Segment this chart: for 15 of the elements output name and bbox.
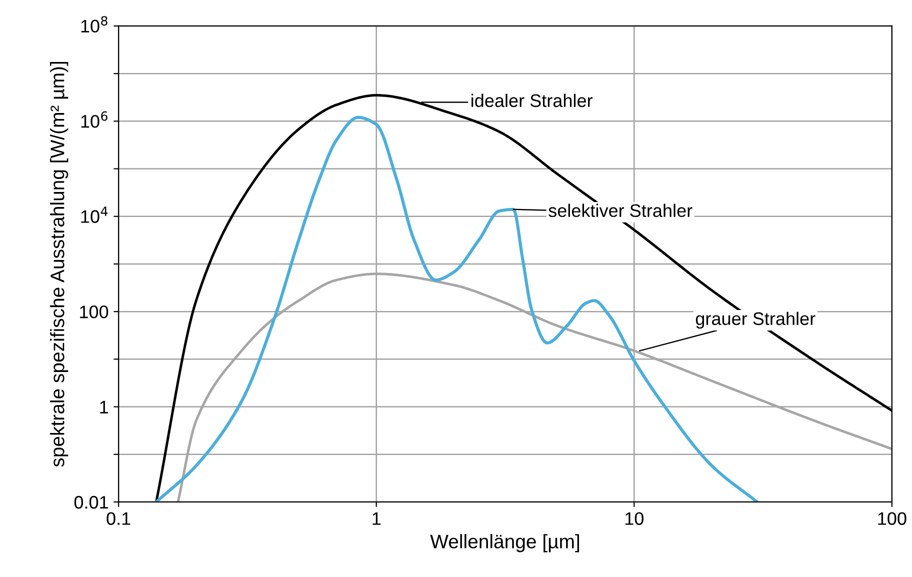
y-tick-label: 10$^{6}$ — [81, 111, 108, 128]
y-tick-label: 10$^{8}$ — [81, 16, 108, 33]
annotation: idealer Strahler — [472, 94, 592, 108]
x-tick-label: 10 — [625, 512, 644, 525]
y-axis-title: spektrale spezifische Ausstrahlung [W/(m² µm)] — [50, 62, 68, 467]
y-tick-label: 10$^{4}$ — [81, 206, 108, 223]
x-tick-label: 1 — [372, 512, 380, 525]
x-tick-label: 100 — [878, 512, 906, 525]
x-tick-label: 0.1 — [106, 512, 130, 525]
y-tick-label: 1 — [100, 400, 108, 414]
x-axis-title: Wellenlänge [µm] — [430, 534, 580, 552]
y-tick-label: 100 — [80, 306, 108, 318]
annotation: grauer Strahler — [696, 312, 816, 329]
annotation: selektiver Strahler — [548, 204, 692, 218]
y-tick-label: 0.01 — [74, 496, 108, 509]
